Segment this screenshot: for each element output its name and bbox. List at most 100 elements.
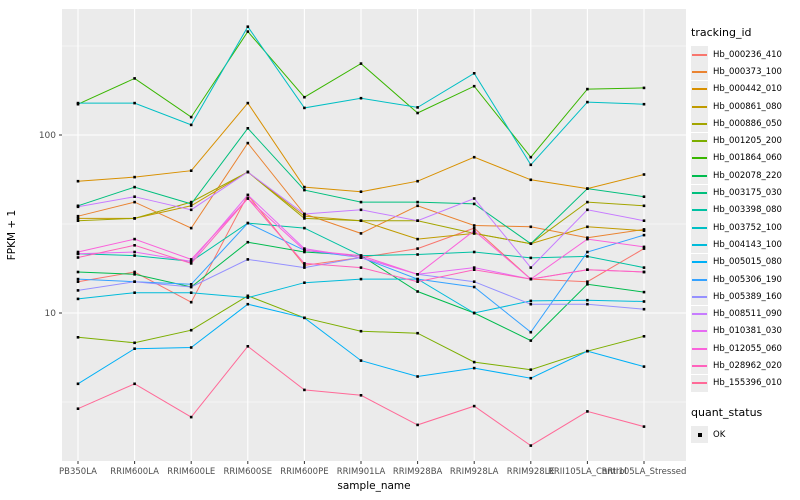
data-point bbox=[642, 425, 646, 428]
data-point bbox=[246, 258, 250, 261]
data-point bbox=[586, 187, 589, 190]
data-point bbox=[529, 266, 533, 269]
data-point bbox=[246, 141, 250, 145]
data-point bbox=[246, 302, 250, 306]
x-tick-label: RRIM600LE bbox=[167, 467, 215, 477]
x-tick-label: RRIM928LA bbox=[450, 467, 499, 477]
data-point bbox=[586, 200, 589, 204]
data-point bbox=[76, 219, 80, 222]
data-point bbox=[359, 329, 363, 333]
panel-background bbox=[62, 9, 686, 461]
data-point bbox=[303, 264, 306, 267]
legend-item-label: OK bbox=[713, 429, 726, 440]
x-tick-label: RRIM928BA bbox=[393, 467, 443, 477]
data-point bbox=[472, 197, 476, 200]
legend-title-quant-status: quant_status bbox=[691, 405, 763, 419]
data-point bbox=[472, 226, 476, 230]
y-tick-label: 100 bbox=[39, 131, 56, 141]
data-point bbox=[359, 232, 363, 235]
legend-item-Hb_005015_080: Hb_005015_080 bbox=[691, 253, 799, 271]
data-point bbox=[303, 217, 306, 220]
data-point bbox=[303, 316, 306, 320]
legend-item-label: Hb_002078_220 bbox=[713, 170, 782, 181]
data-point bbox=[133, 101, 136, 105]
legend-item-label: Hb_005306_190 bbox=[713, 274, 782, 285]
data-point bbox=[246, 127, 250, 130]
data-point bbox=[303, 266, 306, 269]
legend-item-Hb_003398_080: Hb_003398_080 bbox=[691, 201, 799, 219]
data-point bbox=[642, 266, 646, 269]
data-point bbox=[416, 106, 419, 109]
data-point bbox=[586, 250, 589, 254]
legend-item-Hb_003175_030: Hb_003175_030 bbox=[691, 184, 799, 202]
data-point bbox=[246, 240, 250, 244]
data-point bbox=[586, 237, 589, 241]
data-point bbox=[189, 415, 193, 419]
legend-key-line-icon bbox=[691, 63, 708, 81]
data-point bbox=[76, 252, 80, 256]
data-point bbox=[189, 262, 193, 265]
data-point bbox=[246, 170, 250, 174]
legend-item-Hb_002078_220: Hb_002078_220 bbox=[691, 167, 799, 185]
data-point bbox=[472, 280, 476, 283]
data-point bbox=[472, 404, 476, 408]
data-point bbox=[416, 290, 419, 293]
data-point bbox=[76, 289, 80, 292]
data-point bbox=[133, 195, 136, 198]
data-point bbox=[472, 224, 476, 227]
data-point bbox=[76, 297, 80, 301]
data-point bbox=[529, 302, 533, 306]
data-point bbox=[359, 254, 363, 257]
data-point bbox=[586, 208, 589, 212]
data-point bbox=[359, 96, 363, 100]
x-tick-label: RRIM928LE bbox=[507, 467, 555, 477]
data-point bbox=[529, 155, 533, 159]
legend-item-label: Hb_155396_010 bbox=[713, 378, 782, 389]
legend-item-Hb_000442_010: Hb_000442_010 bbox=[691, 80, 799, 98]
data-point bbox=[472, 311, 476, 315]
x-tick-label: RRII105LA_Control bbox=[548, 467, 627, 477]
data-point bbox=[359, 359, 363, 362]
data-point bbox=[416, 280, 419, 283]
data-point bbox=[246, 30, 250, 33]
data-point bbox=[586, 349, 589, 353]
data-point bbox=[416, 237, 419, 241]
legend-key-line-icon bbox=[691, 46, 708, 64]
data-point bbox=[642, 204, 646, 208]
data-point bbox=[133, 200, 136, 204]
data-point bbox=[642, 233, 646, 237]
data-point bbox=[529, 368, 533, 371]
legend-item-Hb_003752_100: Hb_003752_100 bbox=[691, 219, 799, 237]
data-point bbox=[529, 277, 533, 281]
legend-item-Hb_000886_050: Hb_000886_050 bbox=[691, 115, 799, 133]
data-point bbox=[189, 200, 193, 204]
legend-item-label: Hb_003175_030 bbox=[713, 188, 782, 199]
data-point bbox=[642, 290, 646, 294]
legend-item-Hb_000861_080: Hb_000861_080 bbox=[691, 98, 799, 116]
data-point bbox=[133, 280, 136, 283]
data-point bbox=[642, 195, 646, 198]
legend-item-Hb_001864_060: Hb_001864_060 bbox=[691, 149, 799, 167]
legend-key-line-icon bbox=[691, 322, 708, 340]
data-point bbox=[76, 101, 80, 105]
legend-item-label: Hb_000442_010 bbox=[713, 84, 782, 95]
data-point bbox=[472, 155, 476, 159]
data-point bbox=[189, 226, 193, 230]
legend-item-label: Hb_005389_160 bbox=[713, 291, 782, 302]
legend-item-label: Hb_008511_090 bbox=[713, 309, 782, 320]
data-point bbox=[133, 347, 136, 350]
legend-item-label: Hb_000373_100 bbox=[713, 66, 782, 77]
data-point bbox=[642, 229, 646, 232]
data-point bbox=[246, 193, 250, 197]
data-point bbox=[189, 283, 193, 286]
legend-item-label: Hb_010381_030 bbox=[713, 326, 782, 337]
legend-key-line-icon bbox=[691, 98, 708, 116]
data-point bbox=[642, 247, 646, 250]
data-point bbox=[529, 376, 533, 380]
data-point bbox=[303, 226, 306, 230]
data-point bbox=[303, 247, 306, 250]
data-point bbox=[529, 163, 533, 167]
data-point bbox=[359, 256, 363, 259]
legend-item-Hb_000236_410: Hb_000236_410 bbox=[691, 46, 799, 64]
legend-item-Hb_005306_190: Hb_005306_190 bbox=[691, 271, 799, 288]
